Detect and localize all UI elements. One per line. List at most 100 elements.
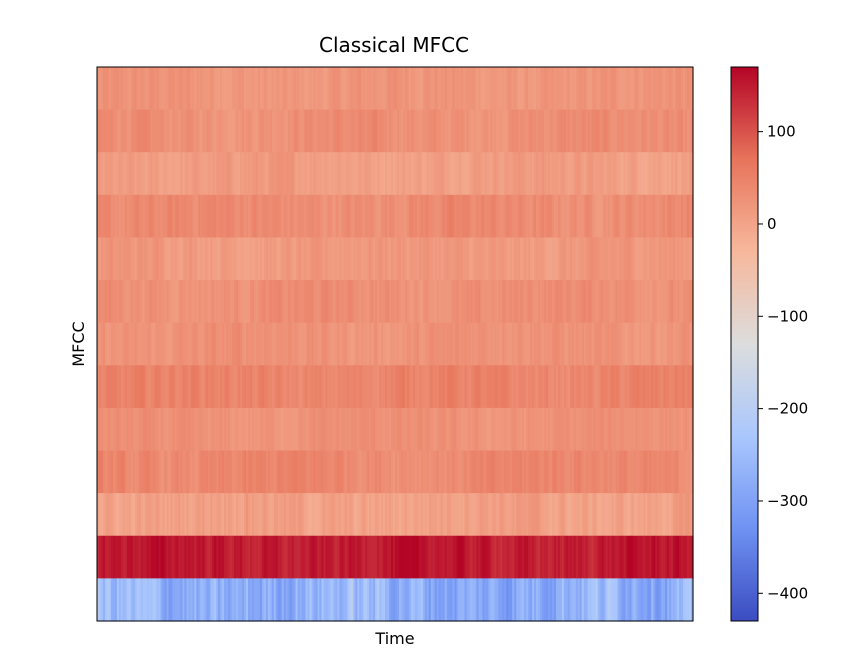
heatmap-cell	[134, 280, 138, 324]
heatmap-cell	[412, 280, 416, 324]
heatmap-cell	[166, 535, 170, 579]
heatmap-cell	[230, 194, 233, 239]
heatmap-cell	[663, 578, 666, 622]
heatmap-cell	[242, 322, 245, 366]
heatmap-cell	[323, 109, 327, 153]
heatmap-cell	[420, 194, 424, 239]
heatmap-cell	[196, 194, 199, 239]
heatmap-cell	[665, 322, 668, 366]
heatmap-cell	[643, 109, 646, 153]
heatmap-cell	[114, 535, 118, 579]
heatmap-cell	[444, 365, 448, 409]
heatmap-cell	[468, 365, 472, 409]
heatmap-cell	[601, 493, 605, 537]
heatmap-cell	[440, 322, 444, 366]
heatmap-cell	[269, 535, 273, 579]
heatmap-cell	[506, 280, 509, 324]
heatmap-cell	[641, 67, 644, 111]
heatmap-cell	[224, 407, 227, 452]
heatmap-cell	[563, 535, 567, 579]
heatmap-cell	[673, 535, 676, 579]
heatmap-cell	[396, 194, 400, 239]
heatmap-cell	[593, 152, 597, 196]
heatmap-cell	[287, 152, 291, 196]
heatmap-cell	[544, 407, 547, 452]
heatmap-cell	[472, 152, 476, 196]
heatmap-cell	[170, 535, 174, 579]
heatmap-cell	[655, 450, 658, 494]
heatmap-cell	[365, 109, 368, 153]
heatmap-cell	[112, 67, 116, 111]
heatmap-cell	[373, 280, 376, 324]
heatmap-cell	[174, 152, 178, 196]
heatmap-cell	[150, 450, 154, 494]
heatmap-cell	[267, 535, 271, 579]
heatmap-cell	[653, 152, 656, 196]
heatmap-cell	[655, 237, 658, 281]
heatmap-cell	[373, 194, 376, 239]
heatmap-cell	[385, 578, 388, 622]
heatmap-cell	[295, 450, 299, 494]
heatmap-cell	[321, 67, 325, 111]
heatmap-cell	[617, 280, 621, 324]
heatmap-cell	[621, 493, 625, 537]
heatmap-cell	[528, 578, 531, 622]
heatmap-cell	[526, 152, 529, 196]
heatmap-cell	[488, 407, 491, 452]
heatmap-cell	[470, 67, 474, 111]
heatmap-cell	[146, 194, 150, 239]
heatmap-cell	[335, 493, 338, 537]
heatmap-cell	[379, 152, 382, 196]
heatmap-cell	[122, 237, 126, 281]
heatmap-cell	[420, 407, 424, 452]
heatmap-cell	[269, 152, 273, 196]
heatmap-cell	[279, 237, 283, 281]
heatmap-cell	[536, 365, 539, 409]
heatmap-cell	[625, 365, 629, 409]
heatmap-cell	[536, 280, 539, 324]
heatmap-cell	[434, 535, 438, 579]
heatmap-cell	[675, 194, 678, 239]
heatmap-cell	[192, 535, 195, 579]
heatmap-cell	[669, 365, 672, 409]
heatmap-cell	[458, 109, 462, 153]
heatmap-cell	[381, 322, 384, 366]
heatmap-cell	[426, 450, 430, 494]
heatmap-cell	[303, 322, 307, 366]
heatmap-cell	[313, 493, 317, 537]
heatmap-cell	[226, 194, 229, 239]
heatmap-cell	[180, 152, 184, 196]
heatmap-cell	[295, 365, 299, 409]
heatmap-cell	[567, 407, 571, 452]
heatmap-cell	[404, 109, 408, 153]
heatmap-cell	[373, 109, 376, 153]
heatmap-cell	[667, 67, 670, 111]
heatmap-cell	[355, 450, 358, 494]
heatmap-cell	[307, 407, 311, 452]
heatmap-cell	[442, 109, 446, 153]
heatmap-cell	[679, 493, 682, 537]
heatmap-cell	[545, 67, 549, 111]
heatmap-cell	[212, 109, 215, 153]
heatmap-cell	[200, 109, 203, 153]
heatmap-cell	[498, 194, 501, 239]
heatmap-row-3	[97, 152, 694, 196]
heatmap-cell	[627, 365, 631, 409]
heatmap-cell	[251, 237, 255, 281]
heatmap-cell	[470, 365, 474, 409]
heatmap-cell	[301, 109, 305, 153]
heatmap-cell	[210, 493, 213, 537]
heatmap-cell	[424, 194, 428, 239]
heatmap-cell	[335, 450, 338, 494]
heatmap-cell	[603, 578, 607, 622]
heatmap-cell	[194, 578, 197, 622]
heatmap-cell	[687, 407, 690, 452]
heatmap-cell	[373, 365, 376, 409]
heatmap-cell	[476, 109, 480, 153]
heatmap-cell	[549, 578, 553, 622]
heatmap-cell	[595, 237, 599, 281]
heatmap-cell	[460, 237, 464, 281]
heatmap-cell	[408, 109, 412, 153]
heatmap-cell	[359, 280, 362, 324]
heatmap-cell	[651, 67, 654, 111]
